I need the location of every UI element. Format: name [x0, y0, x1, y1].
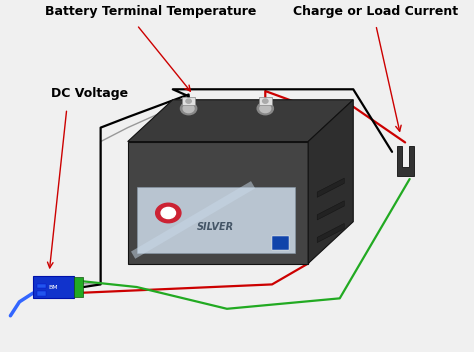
Text: SILVER: SILVER: [197, 222, 234, 232]
Bar: [73, 277, 83, 297]
Circle shape: [263, 99, 268, 103]
Circle shape: [181, 102, 197, 115]
Circle shape: [183, 104, 194, 113]
Text: Battery Terminal Temperature: Battery Terminal Temperature: [45, 5, 256, 18]
Polygon shape: [317, 201, 344, 220]
Bar: [37, 284, 46, 288]
Bar: [272, 235, 289, 250]
Text: BM: BM: [48, 284, 58, 290]
Polygon shape: [137, 187, 295, 253]
Polygon shape: [317, 224, 344, 243]
Polygon shape: [128, 100, 353, 142]
Circle shape: [260, 104, 271, 113]
Bar: [37, 291, 46, 296]
Polygon shape: [397, 146, 414, 176]
Text: Charge or Load Current: Charge or Load Current: [293, 5, 458, 18]
Polygon shape: [308, 100, 353, 264]
Circle shape: [155, 203, 181, 223]
Bar: [259, 97, 272, 105]
Text: DC Voltage: DC Voltage: [51, 87, 128, 100]
Bar: [33, 276, 73, 298]
Circle shape: [161, 207, 175, 219]
Polygon shape: [317, 178, 344, 197]
Polygon shape: [128, 142, 308, 264]
Bar: [182, 97, 195, 105]
Circle shape: [257, 102, 273, 115]
Circle shape: [186, 99, 191, 103]
